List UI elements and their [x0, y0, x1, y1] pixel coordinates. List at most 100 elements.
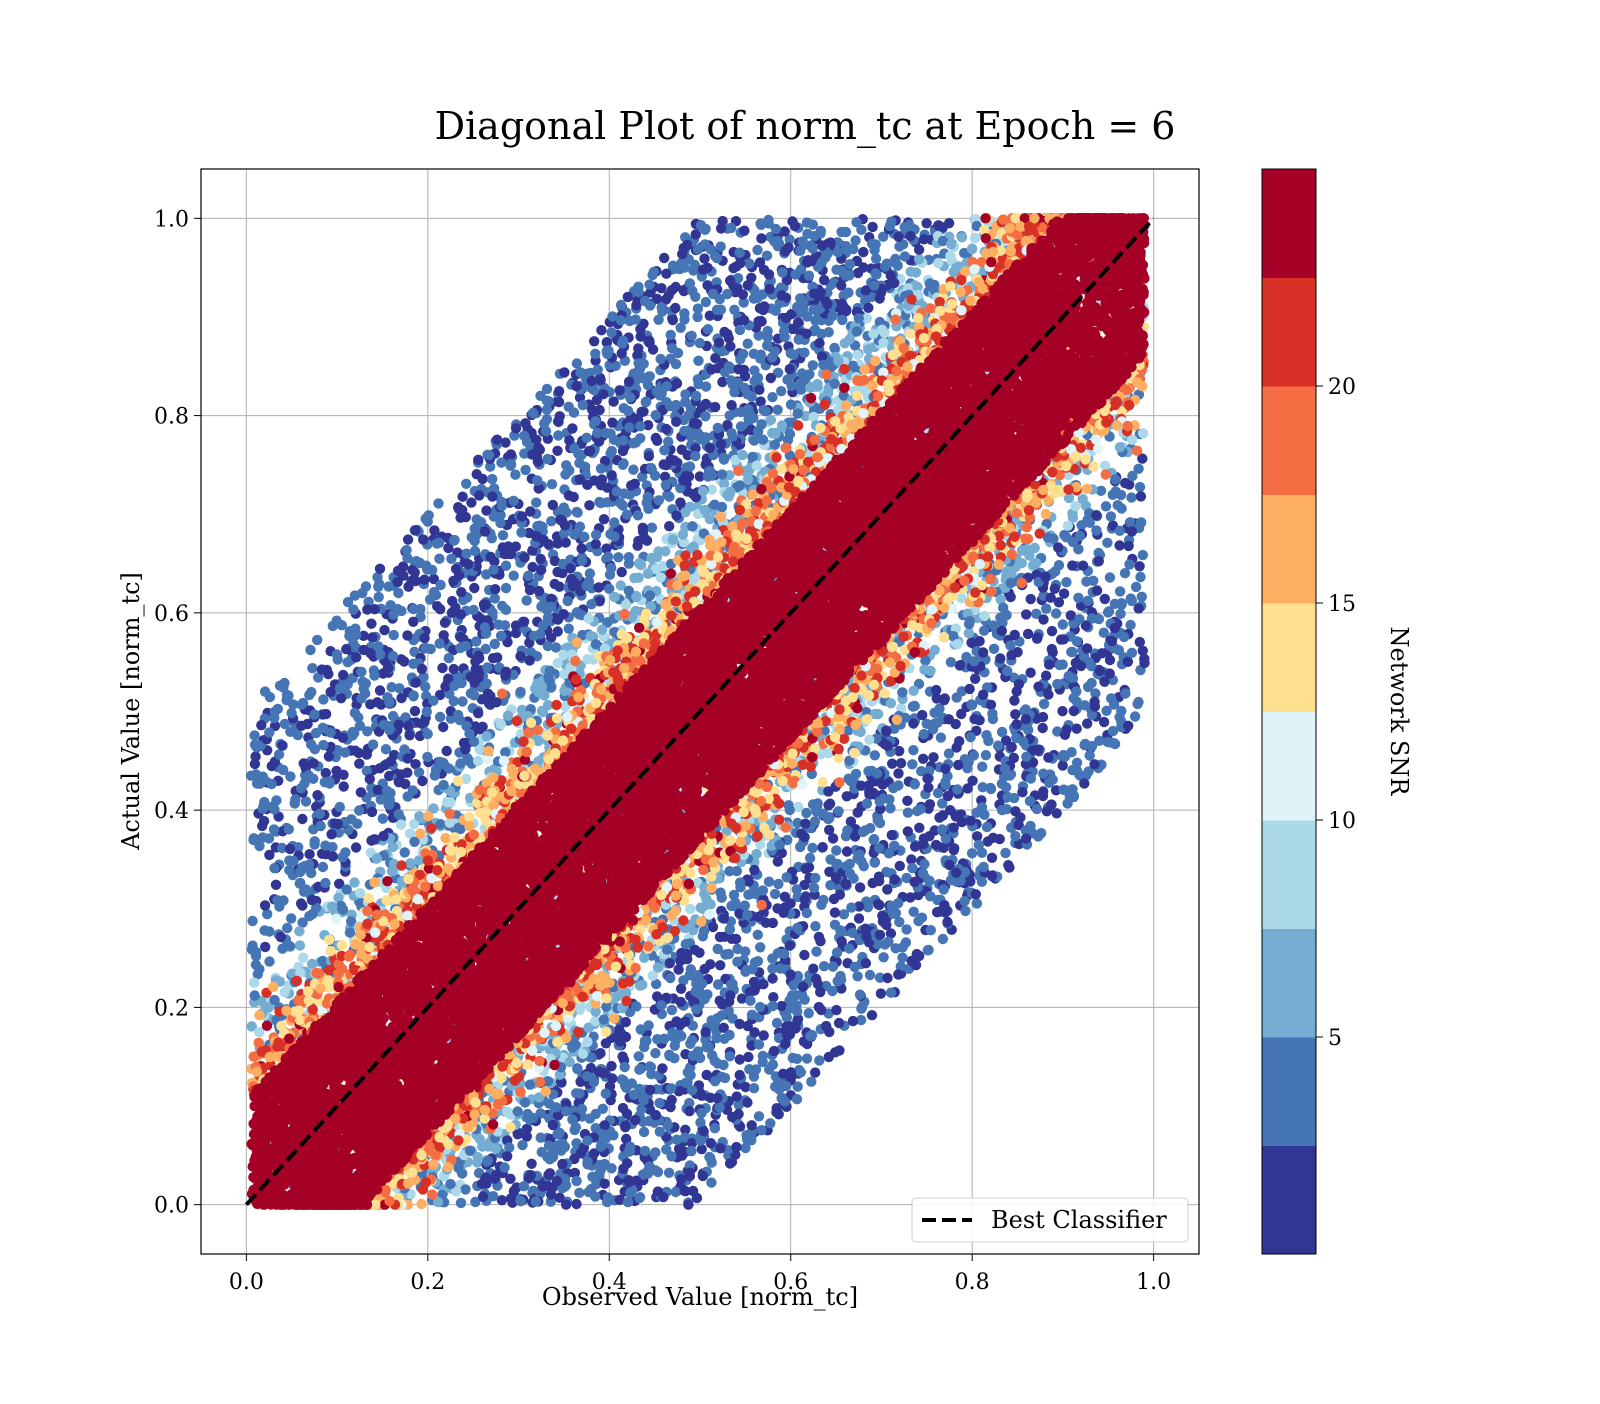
scatter-point: [717, 502, 727, 512]
scatter-point: [739, 226, 749, 236]
scatter-point: [269, 995, 279, 1005]
scatter-point: [369, 670, 379, 680]
scatter-point: [523, 571, 533, 581]
scatter-point: [354, 805, 364, 815]
scatter-point: [362, 726, 372, 736]
scatter-point: [945, 251, 955, 261]
scatter-point: [809, 289, 819, 299]
scatter-point: [394, 720, 404, 730]
scatter-point: [422, 707, 432, 717]
scatter-point: [324, 751, 334, 761]
scatter-point: [738, 289, 748, 299]
scatter-point: [536, 601, 546, 611]
scatter-point: [777, 420, 787, 430]
scatter-point: [331, 766, 341, 776]
scatter-point: [372, 853, 382, 863]
scatter-point: [712, 305, 722, 315]
scatter-point: [388, 711, 398, 721]
scatter-point: [408, 690, 418, 700]
scatter-point: [1023, 629, 1033, 639]
scatter-point: [408, 785, 418, 795]
scatter-point: [338, 733, 348, 743]
scatter-point: [501, 667, 511, 677]
scatter-point: [624, 377, 634, 387]
scatter-point: [418, 534, 428, 544]
scatter-point: [480, 526, 490, 536]
scatter-point: [661, 480, 671, 490]
scatter-point: [274, 749, 284, 759]
scatter-point: [653, 315, 663, 325]
scatter-point: [296, 699, 306, 709]
scatter-point: [404, 730, 414, 740]
scatter-point: [818, 360, 828, 370]
scatter-point: [525, 585, 535, 595]
scatter-point: [584, 500, 594, 510]
scatter-point: [793, 317, 803, 327]
scatter-point: [957, 232, 967, 242]
scatter-point: [776, 386, 786, 396]
scatter-point: [473, 455, 483, 465]
scatter-point: [635, 421, 645, 431]
scatter-point: [347, 629, 357, 639]
scatter-point: [679, 426, 689, 436]
scatter-point: [378, 814, 388, 824]
scatter-point: [402, 553, 412, 563]
scatter-point: [508, 496, 518, 506]
scatter-point: [366, 619, 376, 629]
scatter-point: [403, 721, 413, 731]
scatter-point: [666, 330, 676, 340]
scatter-point: [679, 308, 689, 318]
scatter-point: [422, 752, 432, 762]
scatter-point: [357, 588, 367, 598]
scatter-point: [716, 241, 726, 251]
scatter-point: [644, 338, 654, 348]
scatter-point: [463, 559, 473, 569]
scatter-point: [877, 325, 887, 335]
scatter-point: [1039, 699, 1049, 709]
scatter-point: [435, 757, 445, 767]
scatter-point: [269, 863, 279, 873]
scatter-point: [310, 836, 320, 846]
scatter-point: [824, 327, 834, 337]
scatter-point: [445, 818, 455, 828]
scatter-point: [659, 445, 669, 455]
scatter-point: [706, 364, 716, 374]
scatter-point: [338, 670, 348, 680]
scatter-point: [456, 587, 466, 597]
scatter-point: [373, 785, 383, 795]
scatter-point: [424, 510, 434, 520]
scatter-point: [770, 429, 780, 439]
scatter-point: [259, 816, 269, 826]
scatter-point: [858, 247, 868, 257]
scatter-point: [250, 740, 260, 750]
scatter-point: [722, 329, 732, 339]
scatter-point: [700, 505, 710, 515]
scatter-point: [688, 265, 698, 275]
scatter-point: [896, 758, 906, 768]
scatter-point: [716, 439, 726, 449]
scatter-point: [444, 653, 454, 663]
scatter-point: [384, 800, 394, 810]
scatter-point: [550, 579, 560, 589]
scatter-point: [797, 368, 807, 378]
scatter-point: [280, 719, 290, 729]
scatter-point: [343, 597, 353, 607]
scatter-point: [678, 475, 688, 485]
scatter-point: [405, 858, 415, 868]
scatter-point: [490, 639, 500, 649]
scatter-point: [305, 645, 315, 655]
scatter-point: [582, 654, 592, 664]
scatter-point: [643, 569, 653, 579]
scatter-point: [837, 315, 847, 325]
scatter-point: [466, 497, 476, 507]
scatter-point: [808, 243, 818, 253]
scatter-point: [900, 251, 910, 261]
scatter-point: [438, 780, 448, 790]
scatter-point: [362, 749, 372, 759]
scatter-point: [767, 392, 777, 402]
scatter-point: [603, 552, 613, 562]
scatter-point: [341, 644, 351, 654]
chart-title: Diagonal Plot of norm_tc at Epoch = 6: [435, 104, 1176, 149]
scatter-point: [735, 248, 745, 258]
